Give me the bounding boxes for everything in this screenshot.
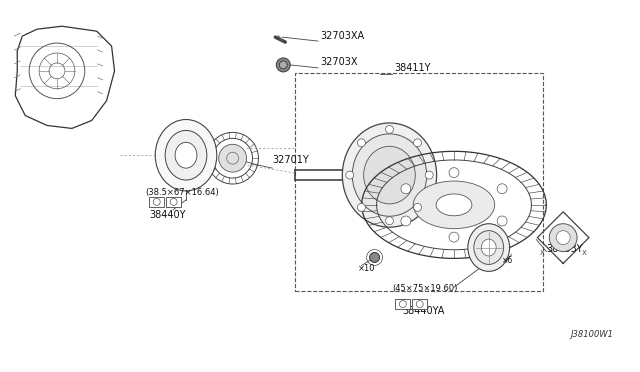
- Circle shape: [276, 58, 290, 72]
- Ellipse shape: [468, 224, 509, 271]
- Text: 32703X: 32703X: [320, 57, 358, 67]
- Ellipse shape: [352, 134, 427, 216]
- Ellipse shape: [364, 146, 415, 204]
- Circle shape: [401, 216, 411, 226]
- Circle shape: [279, 61, 287, 69]
- Circle shape: [413, 139, 422, 147]
- Ellipse shape: [175, 142, 197, 168]
- Circle shape: [449, 232, 459, 242]
- Bar: [295, 73, 543, 291]
- Text: 38440YA: 38440YA: [403, 306, 445, 316]
- Text: X: X: [540, 250, 545, 256]
- Text: X: X: [582, 250, 586, 256]
- Circle shape: [556, 231, 570, 244]
- Bar: [166, 197, 181, 207]
- Circle shape: [425, 171, 433, 179]
- Ellipse shape: [156, 119, 217, 191]
- Text: (45×75×19.60): (45×75×19.60): [392, 284, 458, 293]
- Circle shape: [413, 203, 422, 211]
- Circle shape: [357, 203, 365, 211]
- Circle shape: [497, 216, 507, 226]
- Text: 38440Y: 38440Y: [149, 210, 186, 220]
- Circle shape: [357, 139, 365, 147]
- Text: ×10: ×10: [358, 264, 375, 273]
- Ellipse shape: [342, 123, 436, 227]
- Ellipse shape: [474, 231, 504, 264]
- Circle shape: [219, 144, 246, 172]
- Circle shape: [370, 253, 380, 262]
- Circle shape: [549, 224, 577, 251]
- Text: 38411Y: 38411Y: [394, 63, 431, 73]
- Text: 38453Y: 38453Y: [547, 244, 583, 254]
- Circle shape: [497, 184, 507, 194]
- Text: J38100W1: J38100W1: [570, 330, 613, 339]
- Ellipse shape: [165, 131, 207, 180]
- Ellipse shape: [413, 181, 495, 229]
- Circle shape: [385, 125, 394, 134]
- Circle shape: [346, 171, 354, 179]
- Bar: [412, 299, 427, 309]
- Ellipse shape: [436, 194, 472, 216]
- Ellipse shape: [481, 239, 496, 256]
- Text: (38.5×67×16.64): (38.5×67×16.64): [145, 188, 219, 197]
- Bar: [396, 299, 410, 309]
- Circle shape: [449, 168, 459, 177]
- Bar: [149, 197, 164, 207]
- Circle shape: [401, 184, 411, 194]
- Circle shape: [385, 217, 394, 225]
- Text: ×6: ×6: [502, 256, 513, 265]
- Text: 32701Y: 32701Y: [273, 155, 309, 165]
- Text: 32703XA: 32703XA: [320, 31, 364, 41]
